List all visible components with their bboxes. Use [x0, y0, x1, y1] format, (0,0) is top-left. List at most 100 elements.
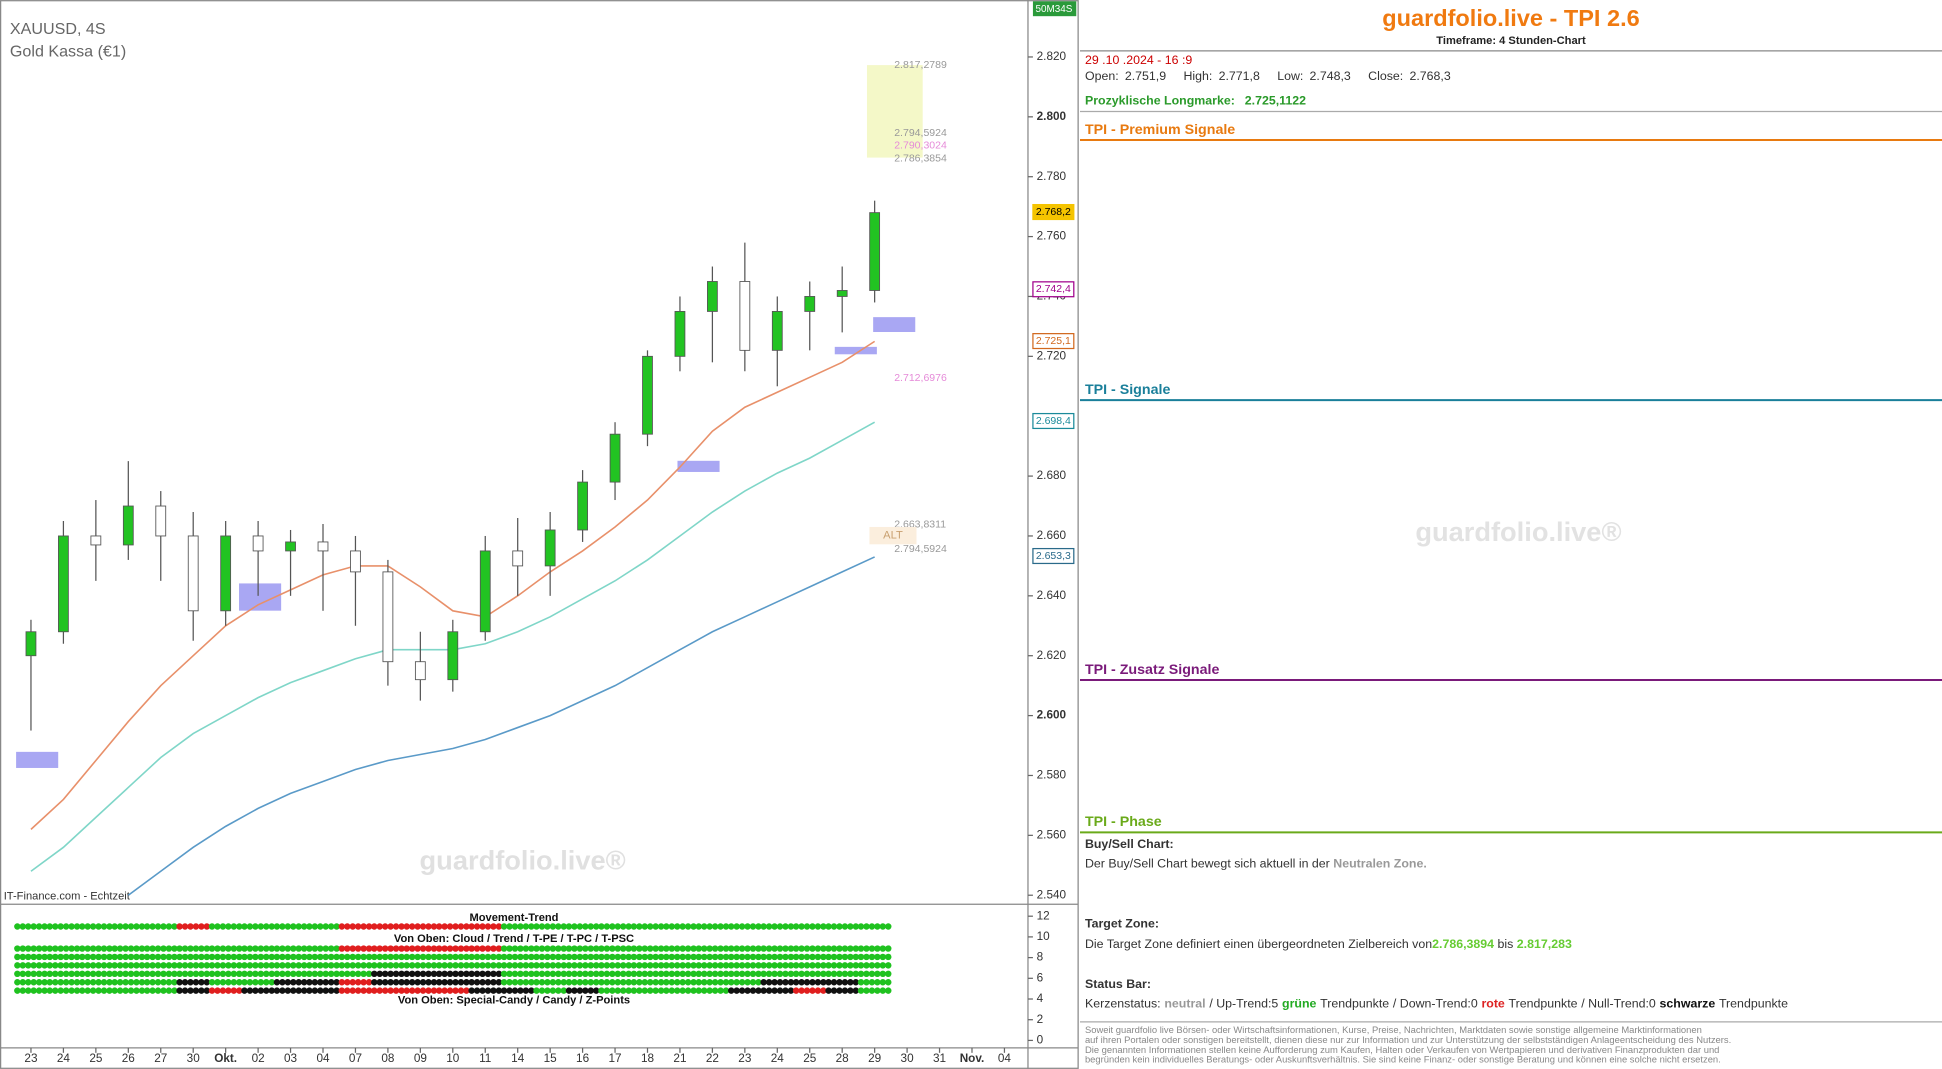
candle-body — [544, 529, 556, 567]
trend-dot — [425, 923, 432, 930]
trend-dot — [847, 962, 854, 969]
trend-dot — [273, 962, 281, 969]
trend-dot — [398, 962, 405, 969]
trend-dot — [176, 945, 183, 952]
trend-dot — [295, 987, 302, 994]
trend-dot — [528, 970, 535, 978]
trend-dot — [771, 923, 778, 930]
trend-dot — [760, 962, 767, 969]
trend-dot — [79, 962, 86, 969]
trend-dot — [614, 945, 621, 952]
trend-dot — [295, 970, 302, 978]
trend-dot — [208, 945, 216, 952]
trend-dot — [733, 970, 740, 978]
trend-dot — [830, 987, 838, 994]
trend-dot — [549, 987, 557, 994]
trend-dot — [825, 953, 832, 961]
trend-dot — [841, 953, 849, 961]
x-tick-label: 08 — [381, 1052, 395, 1065]
trend-dot — [657, 979, 665, 986]
alt-box — [869, 526, 917, 545]
trend-dot — [684, 979, 692, 986]
trend-dot — [398, 953, 405, 961]
trend-dot — [506, 962, 513, 969]
trend-dot — [744, 923, 751, 930]
trend-dot — [365, 953, 373, 961]
trend-dot — [203, 953, 211, 961]
trend-dot — [208, 953, 216, 961]
trend-dot — [84, 962, 91, 969]
trend-dot — [728, 970, 735, 978]
trend-dot — [776, 970, 784, 978]
trend-dot — [760, 923, 767, 930]
trend-dot — [852, 979, 860, 986]
trend-dot — [230, 962, 238, 969]
trend-dot — [322, 923, 329, 930]
trend-dot — [771, 945, 778, 952]
trend-dot — [874, 945, 881, 952]
zone: Neutralen Zone. — [1333, 857, 1427, 871]
trend-dot — [782, 962, 789, 969]
x-tick-label: 04 — [998, 1052, 1012, 1065]
trend-dot — [311, 987, 319, 994]
trend-dot — [717, 945, 724, 952]
y-tick-label: 2.600 — [1037, 709, 1067, 722]
trend-dot — [387, 923, 394, 930]
trend-dot — [598, 970, 605, 978]
trend-dot — [473, 923, 481, 930]
trend-dot — [35, 953, 43, 961]
trend-dot — [771, 962, 778, 969]
trend-dot — [782, 987, 789, 994]
trend-dot — [609, 962, 616, 969]
trend-dot — [885, 923, 892, 930]
trend-dot — [479, 953, 486, 961]
trend-dot — [711, 962, 719, 969]
trend-dot — [695, 962, 702, 969]
trend-dot — [690, 987, 697, 994]
trend-dot — [435, 970, 443, 978]
trend-dot — [555, 945, 562, 952]
trend-dot — [365, 987, 373, 994]
trend-dot — [300, 945, 308, 952]
trend-dot — [35, 945, 43, 952]
trend-dot — [538, 987, 546, 994]
trend-dot — [717, 987, 724, 994]
trend-dot — [171, 979, 178, 986]
trend-dot — [868, 987, 876, 994]
trend-dot — [863, 923, 870, 930]
trend-dot — [371, 970, 378, 978]
trend-dot — [544, 979, 551, 986]
x-tick-label: 17 — [609, 1052, 622, 1065]
trend-dot — [506, 953, 513, 961]
trend-dot — [46, 962, 54, 969]
trend-dot — [500, 923, 508, 930]
trend-dot — [284, 962, 292, 969]
trend-dot — [349, 923, 356, 930]
trend-dot — [468, 962, 475, 969]
candle-body — [220, 535, 232, 612]
trend-dot — [187, 953, 194, 961]
trend-dot — [576, 953, 584, 961]
trend-dot — [711, 923, 719, 930]
trend-dot — [603, 979, 611, 986]
trend-dot — [25, 979, 32, 986]
trend-dot — [198, 945, 205, 952]
trend-dot — [609, 953, 616, 961]
trend-dot — [538, 953, 546, 961]
trend-dot — [116, 979, 124, 986]
trend-dot — [95, 970, 102, 978]
trend-dot — [263, 970, 270, 978]
trend-dot — [181, 923, 189, 930]
trend-dot — [500, 979, 508, 986]
alt-label: 2.794,5924 — [894, 543, 947, 555]
trend-dot — [468, 970, 475, 978]
price-marker-label: 2.768,2 — [1036, 206, 1071, 218]
trend-dot — [387, 945, 394, 952]
x-tick-label: 02 — [252, 1052, 265, 1065]
trend-dot — [738, 923, 746, 930]
candle-body — [674, 310, 686, 357]
trend-dot — [863, 979, 870, 986]
trend-dot — [765, 953, 773, 961]
trend-dot — [62, 953, 70, 961]
trend-dot — [435, 987, 443, 994]
